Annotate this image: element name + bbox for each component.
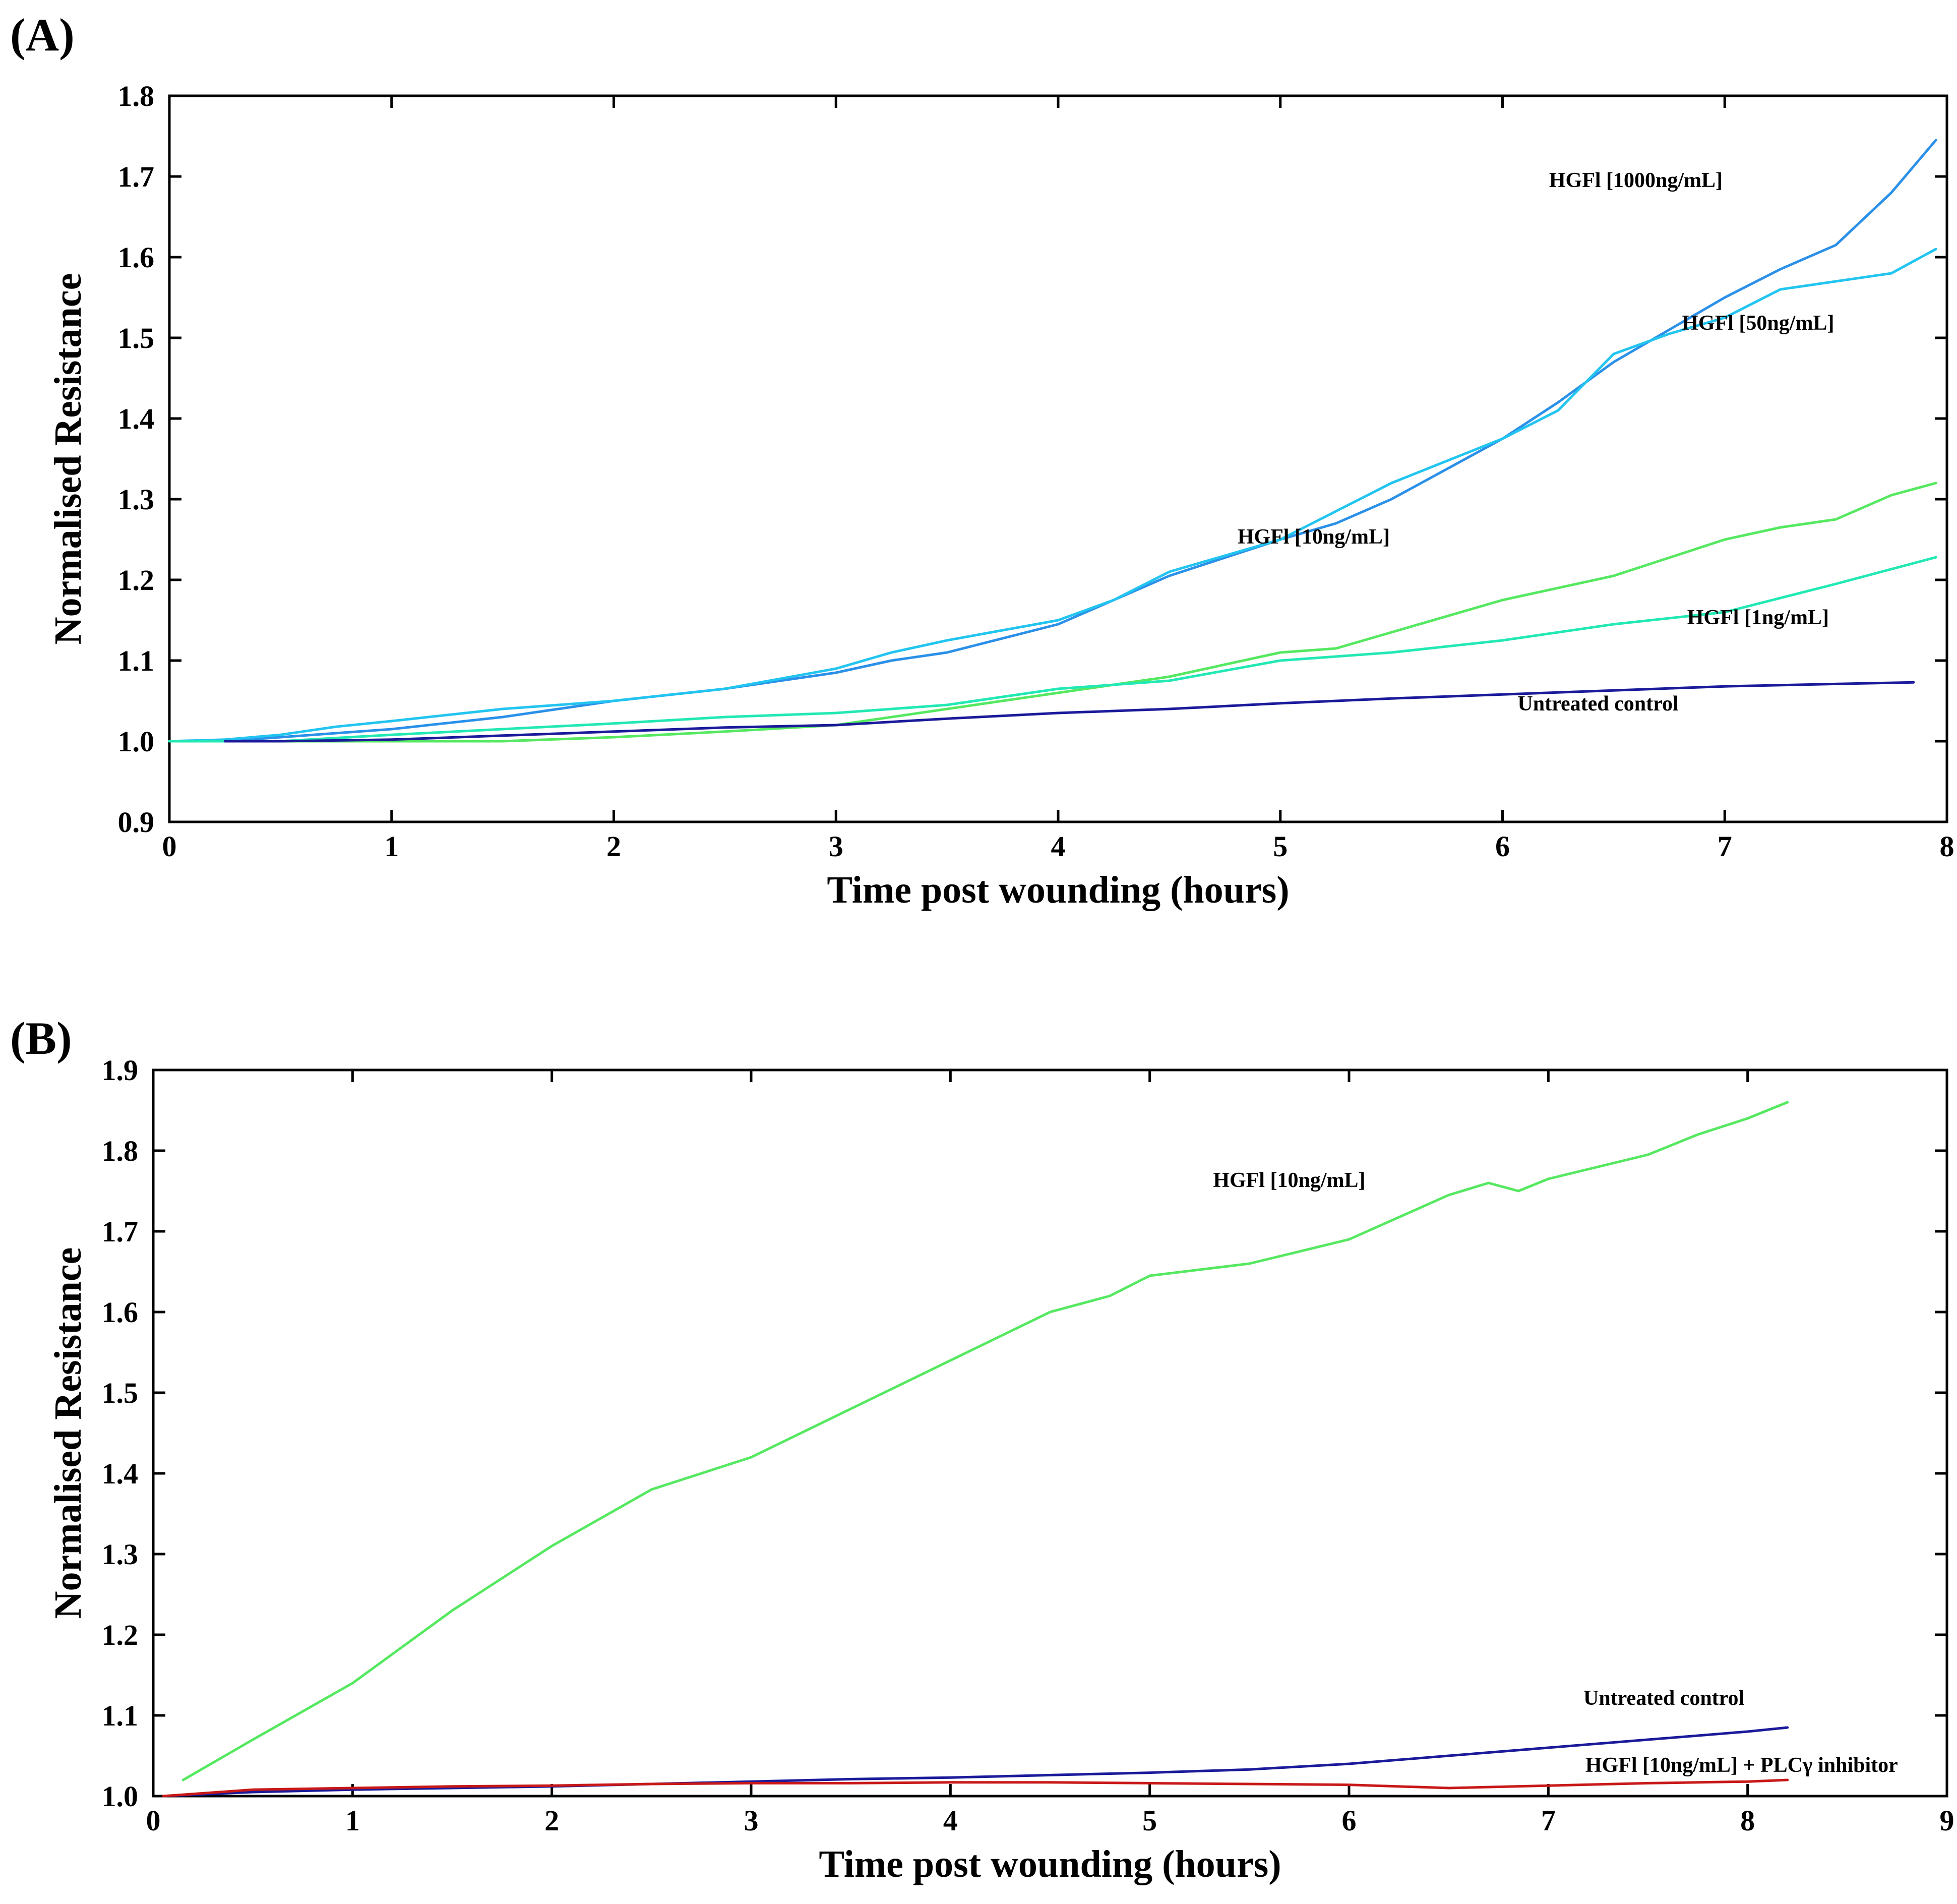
chart-2-series-label-hgfl-10ng-ml-plc-inhibitor: HGFl [10ng/mL] + PLCγ inhibitor [1585, 1754, 1898, 1777]
chart-2-x-tick-label: 9 [1940, 1804, 1954, 1837]
chart-2-y-tick-label: 1.4 [102, 1457, 139, 1490]
chart-2-x-tick-label: 5 [1142, 1804, 1157, 1837]
chart-1-y-tick-label: 0.9 [118, 806, 155, 839]
chart-1-y-tick-label: 1.3 [118, 483, 155, 516]
chart-2-series-line-hgfl-10ng-ml [181, 1101, 1789, 1781]
chart-2: (B) 0 1 2 3 4 5 6 7 8 9 1.0 1.1 1.2 1.3 1.4 1.5 1.6 1.7 1.8… [10, 1013, 1954, 1885]
chart-1-y-tick-label: 1.8 [118, 80, 155, 112]
chart-2-y-tick-label: 1.9 [102, 1054, 139, 1087]
chart-2-x-tick-label: 0 [146, 1804, 161, 1837]
chart-2-y-tick-label: 1.7 [102, 1215, 139, 1248]
chart-1-x-tick-label: 7 [1718, 830, 1732, 863]
chart-1-x-tick-label: 2 [606, 830, 621, 863]
chart-1-x-tick-label: 1 [384, 830, 399, 863]
chart-2-x-tick-label: 7 [1541, 1804, 1556, 1837]
chart-2-y-tick-label: 1.2 [102, 1619, 139, 1651]
chart-1-x-tick-label: 8 [1940, 830, 1954, 863]
chart-1-series-label-untreated-control: Untreated control [1517, 692, 1678, 716]
chart-2-y-tick-label: 1.3 [102, 1538, 139, 1571]
chart-1-y-axis-title: Normalised Resistance [47, 273, 89, 645]
chart-2-y-tick-label: 1.1 [102, 1699, 139, 1732]
chart-2-panel-label: (B) [10, 1013, 72, 1064]
chart-1-series-label-hgfl-10ng-ml: HGFl [10ng/mL] [1238, 525, 1390, 549]
chart-1-x-tick-label: 4 [1051, 830, 1066, 863]
chart-1-series-line-hgfl-50ng-ml [168, 248, 1937, 743]
chart-1-y-tick-label: 1.4 [118, 402, 155, 435]
chart-1-y-tick-label: 1.7 [118, 160, 155, 193]
chart-2-x-tick-label: 1 [345, 1804, 360, 1837]
chart-1-y-tick-label: 1.5 [118, 322, 155, 354]
chart-2-y-tick-label: 1.8 [102, 1135, 139, 1167]
chart-1-y-tick-label: 1.1 [118, 644, 155, 677]
chart-1-series-line-hgfl-1ng-ml [168, 556, 1937, 743]
chart-1: (A) 0 1 2 3 4 5 6 7 8 0.9 1.0 1.1 1.2 1.3 1.4 1.5 1.6 1.7 1… [10, 9, 1954, 911]
chart-1-panel-label: (A) [10, 9, 75, 61]
chart-2-y-tick-label: 1.6 [102, 1296, 139, 1329]
chart-1-y-tick-label: 1.0 [118, 725, 155, 758]
chart-1-x-axis-title: Time post wounding (hours) [827, 869, 1289, 911]
chart-2-plot-frame [152, 1068, 1948, 1798]
chart-1-series-label-hgfl-50ng-ml: HGFl [50ng/mL] [1682, 312, 1834, 335]
chart-2-series-line-hgfl-10ng-ml-plc-inhibitor [162, 1778, 1789, 1798]
chart-1-y-tick-label: 1.6 [118, 241, 155, 274]
chart-1-x-tick-label: 5 [1273, 830, 1288, 863]
chart-2-series-line-untreated-control [162, 1726, 1789, 1798]
chart-2-x-tick-label: 6 [1342, 1804, 1357, 1837]
chart-1-x-tick-label: 6 [1495, 830, 1510, 863]
chart-2-x-tick-label: 2 [544, 1804, 559, 1837]
chart-2-series-label-untreated-control: Untreated control [1583, 1687, 1744, 1710]
chart-1-x-tick-label: 3 [829, 830, 843, 863]
chart-1-y-tick-label: 1.2 [118, 564, 155, 597]
chart-2-y-tick-label: 1.5 [102, 1377, 139, 1409]
chart-1-series-line-hgfl-10ng-ml [168, 482, 1937, 743]
chart-2-x-axis-title: Time post wounding (hours) [819, 1843, 1281, 1885]
chart-1-x-tick-label: 0 [162, 830, 177, 863]
chart-2-x-tick-label: 4 [943, 1804, 958, 1837]
chart-1-series-line-untreated-control [223, 681, 1915, 743]
chart-2-y-axis-title: Normalised Resistance [47, 1247, 89, 1619]
chart-2-x-tick-label: 8 [1740, 1804, 1755, 1837]
chart-2-y-tick-label: 1.0 [102, 1780, 139, 1813]
chart-2-series-label-hgfl-10ng-ml: HGFl [10ng/mL] [1213, 1169, 1365, 1192]
chart-2-x-tick-label: 3 [744, 1804, 759, 1837]
chart-1-series-label-hgfl-1ng-ml: HGFl [1ng/mL] [1687, 606, 1829, 629]
chart-1-series-line-hgfl-1000ng-ml [168, 139, 1937, 743]
chart-1-series-label-hgfl-1000ng-ml: HGFl [1000ng/mL] [1549, 169, 1723, 192]
